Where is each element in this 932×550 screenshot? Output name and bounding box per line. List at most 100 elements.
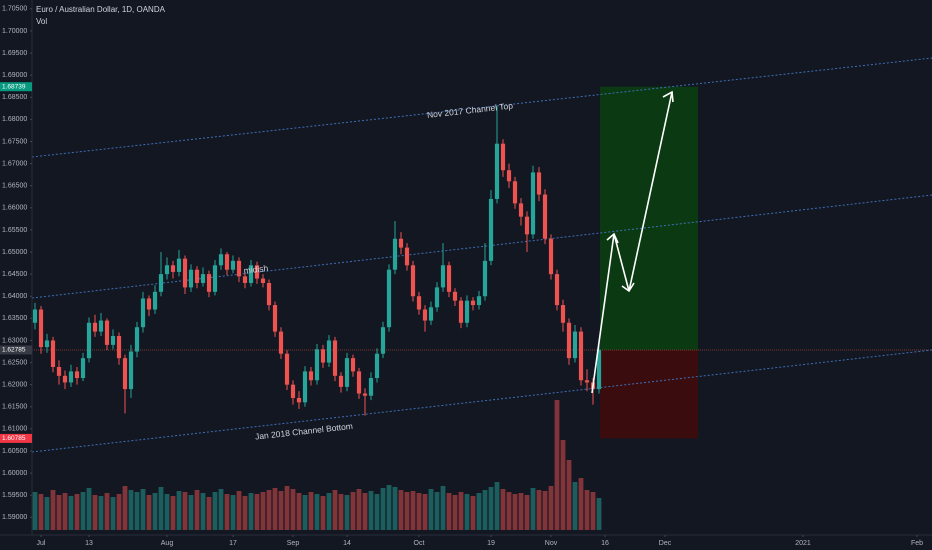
x-tick-label: 16 <box>601 540 609 547</box>
volume-bar <box>302 495 308 530</box>
candle-body <box>194 269 200 283</box>
candle-body <box>272 305 278 332</box>
candle-body <box>356 371 362 394</box>
profit-zone <box>600 86 698 350</box>
volume-bar <box>374 494 380 530</box>
candle-body <box>404 247 410 266</box>
x-tick-label: Sep <box>287 540 300 547</box>
arrow <box>591 90 674 394</box>
candle-body <box>236 260 242 277</box>
volume-bar <box>128 490 134 530</box>
candle-body <box>596 349 602 390</box>
volume-bar <box>428 489 434 530</box>
volume-bar <box>194 490 200 530</box>
candle-body <box>80 358 86 379</box>
volume-bar <box>572 482 578 530</box>
candle-body <box>326 340 332 363</box>
candle-body <box>362 393 368 396</box>
volume-bar <box>200 493 206 530</box>
volume-bar <box>218 489 224 530</box>
volume-bar <box>272 488 278 530</box>
arrowhead <box>621 282 635 293</box>
volume-bar <box>518 493 524 530</box>
candle-body <box>566 322 572 359</box>
candle-body <box>542 194 548 239</box>
y-tick-label: 1.65500 <box>2 227 27 234</box>
volume-bar <box>398 490 404 530</box>
volume-bar <box>566 460 572 530</box>
volume-bar <box>44 497 50 530</box>
y-tick-label: 1.70000 <box>2 28 27 35</box>
candle-body <box>146 298 152 310</box>
volume-bar <box>350 492 356 530</box>
x-tick-label: Dec <box>659 540 672 547</box>
volume-bar <box>500 489 506 530</box>
volume-bar <box>452 495 458 530</box>
y-tick-label: 1.69000 <box>2 72 27 79</box>
volume-bar <box>422 494 428 530</box>
arrowhead <box>606 232 619 244</box>
y-tick-label: 1.59500 <box>2 492 27 499</box>
candle-body <box>296 397 302 403</box>
volume-bar <box>212 492 218 530</box>
volume-bar <box>56 495 62 530</box>
candle-body <box>350 358 356 372</box>
volume-bar <box>344 495 350 530</box>
volume-bar <box>74 494 80 530</box>
y-tick-label: 1.68000 <box>2 116 27 123</box>
candle-body <box>464 300 470 323</box>
y-tick-label: 1.65000 <box>2 249 27 256</box>
y-tick-label: 1.62000 <box>2 382 27 389</box>
volume-bar <box>464 494 470 530</box>
candle-body <box>536 172 542 195</box>
volume-bar <box>314 494 320 530</box>
candle-body <box>278 331 284 354</box>
volume-bar <box>458 492 464 530</box>
y-tick-label: 1.67000 <box>2 160 27 167</box>
volume-bar <box>320 496 326 530</box>
y-tick-label: 1.61000 <box>2 426 27 433</box>
price-tag <box>0 345 32 355</box>
candle-body <box>266 282 272 306</box>
price-tag-label: 1.60785 <box>2 435 26 442</box>
candle-body <box>116 336 122 359</box>
volume-bar <box>494 482 500 530</box>
volume-bar <box>584 490 590 530</box>
price-tag-label: 1.62785 <box>2 347 26 354</box>
volume-bar <box>134 492 140 530</box>
volume-bar <box>326 493 332 530</box>
volume-bar <box>506 492 512 530</box>
projection-path <box>591 91 673 394</box>
volume-bar <box>164 494 170 530</box>
volume-bar <box>98 496 104 530</box>
volume-bar <box>356 489 362 530</box>
candle-body <box>92 322 98 332</box>
candle-body <box>164 265 170 275</box>
candle-body <box>446 265 452 292</box>
candle-body <box>572 331 578 359</box>
x-tick-label: Oct <box>414 540 425 547</box>
candle-body <box>110 336 116 345</box>
candle-body <box>212 265 218 292</box>
candle-body <box>104 320 110 345</box>
volume-bar <box>332 490 338 530</box>
volume-bar <box>416 493 422 530</box>
volume-bar <box>110 497 116 530</box>
y-tick-label: 1.60000 <box>2 470 27 477</box>
candle-body <box>200 274 206 283</box>
candle-body <box>488 198 494 261</box>
volume-bar <box>50 490 56 530</box>
volume-bar <box>410 491 416 530</box>
candle-body <box>338 375 344 387</box>
candle-body <box>176 258 182 272</box>
volume-bar <box>266 490 272 530</box>
volume-bar <box>386 485 392 530</box>
volume-bar <box>236 491 242 530</box>
volume-bar <box>440 486 446 530</box>
volume-bar <box>482 490 488 530</box>
volume-bar <box>176 491 182 530</box>
volume-bar <box>182 492 188 530</box>
volume-bar <box>254 494 260 530</box>
candle-body <box>68 371 74 383</box>
